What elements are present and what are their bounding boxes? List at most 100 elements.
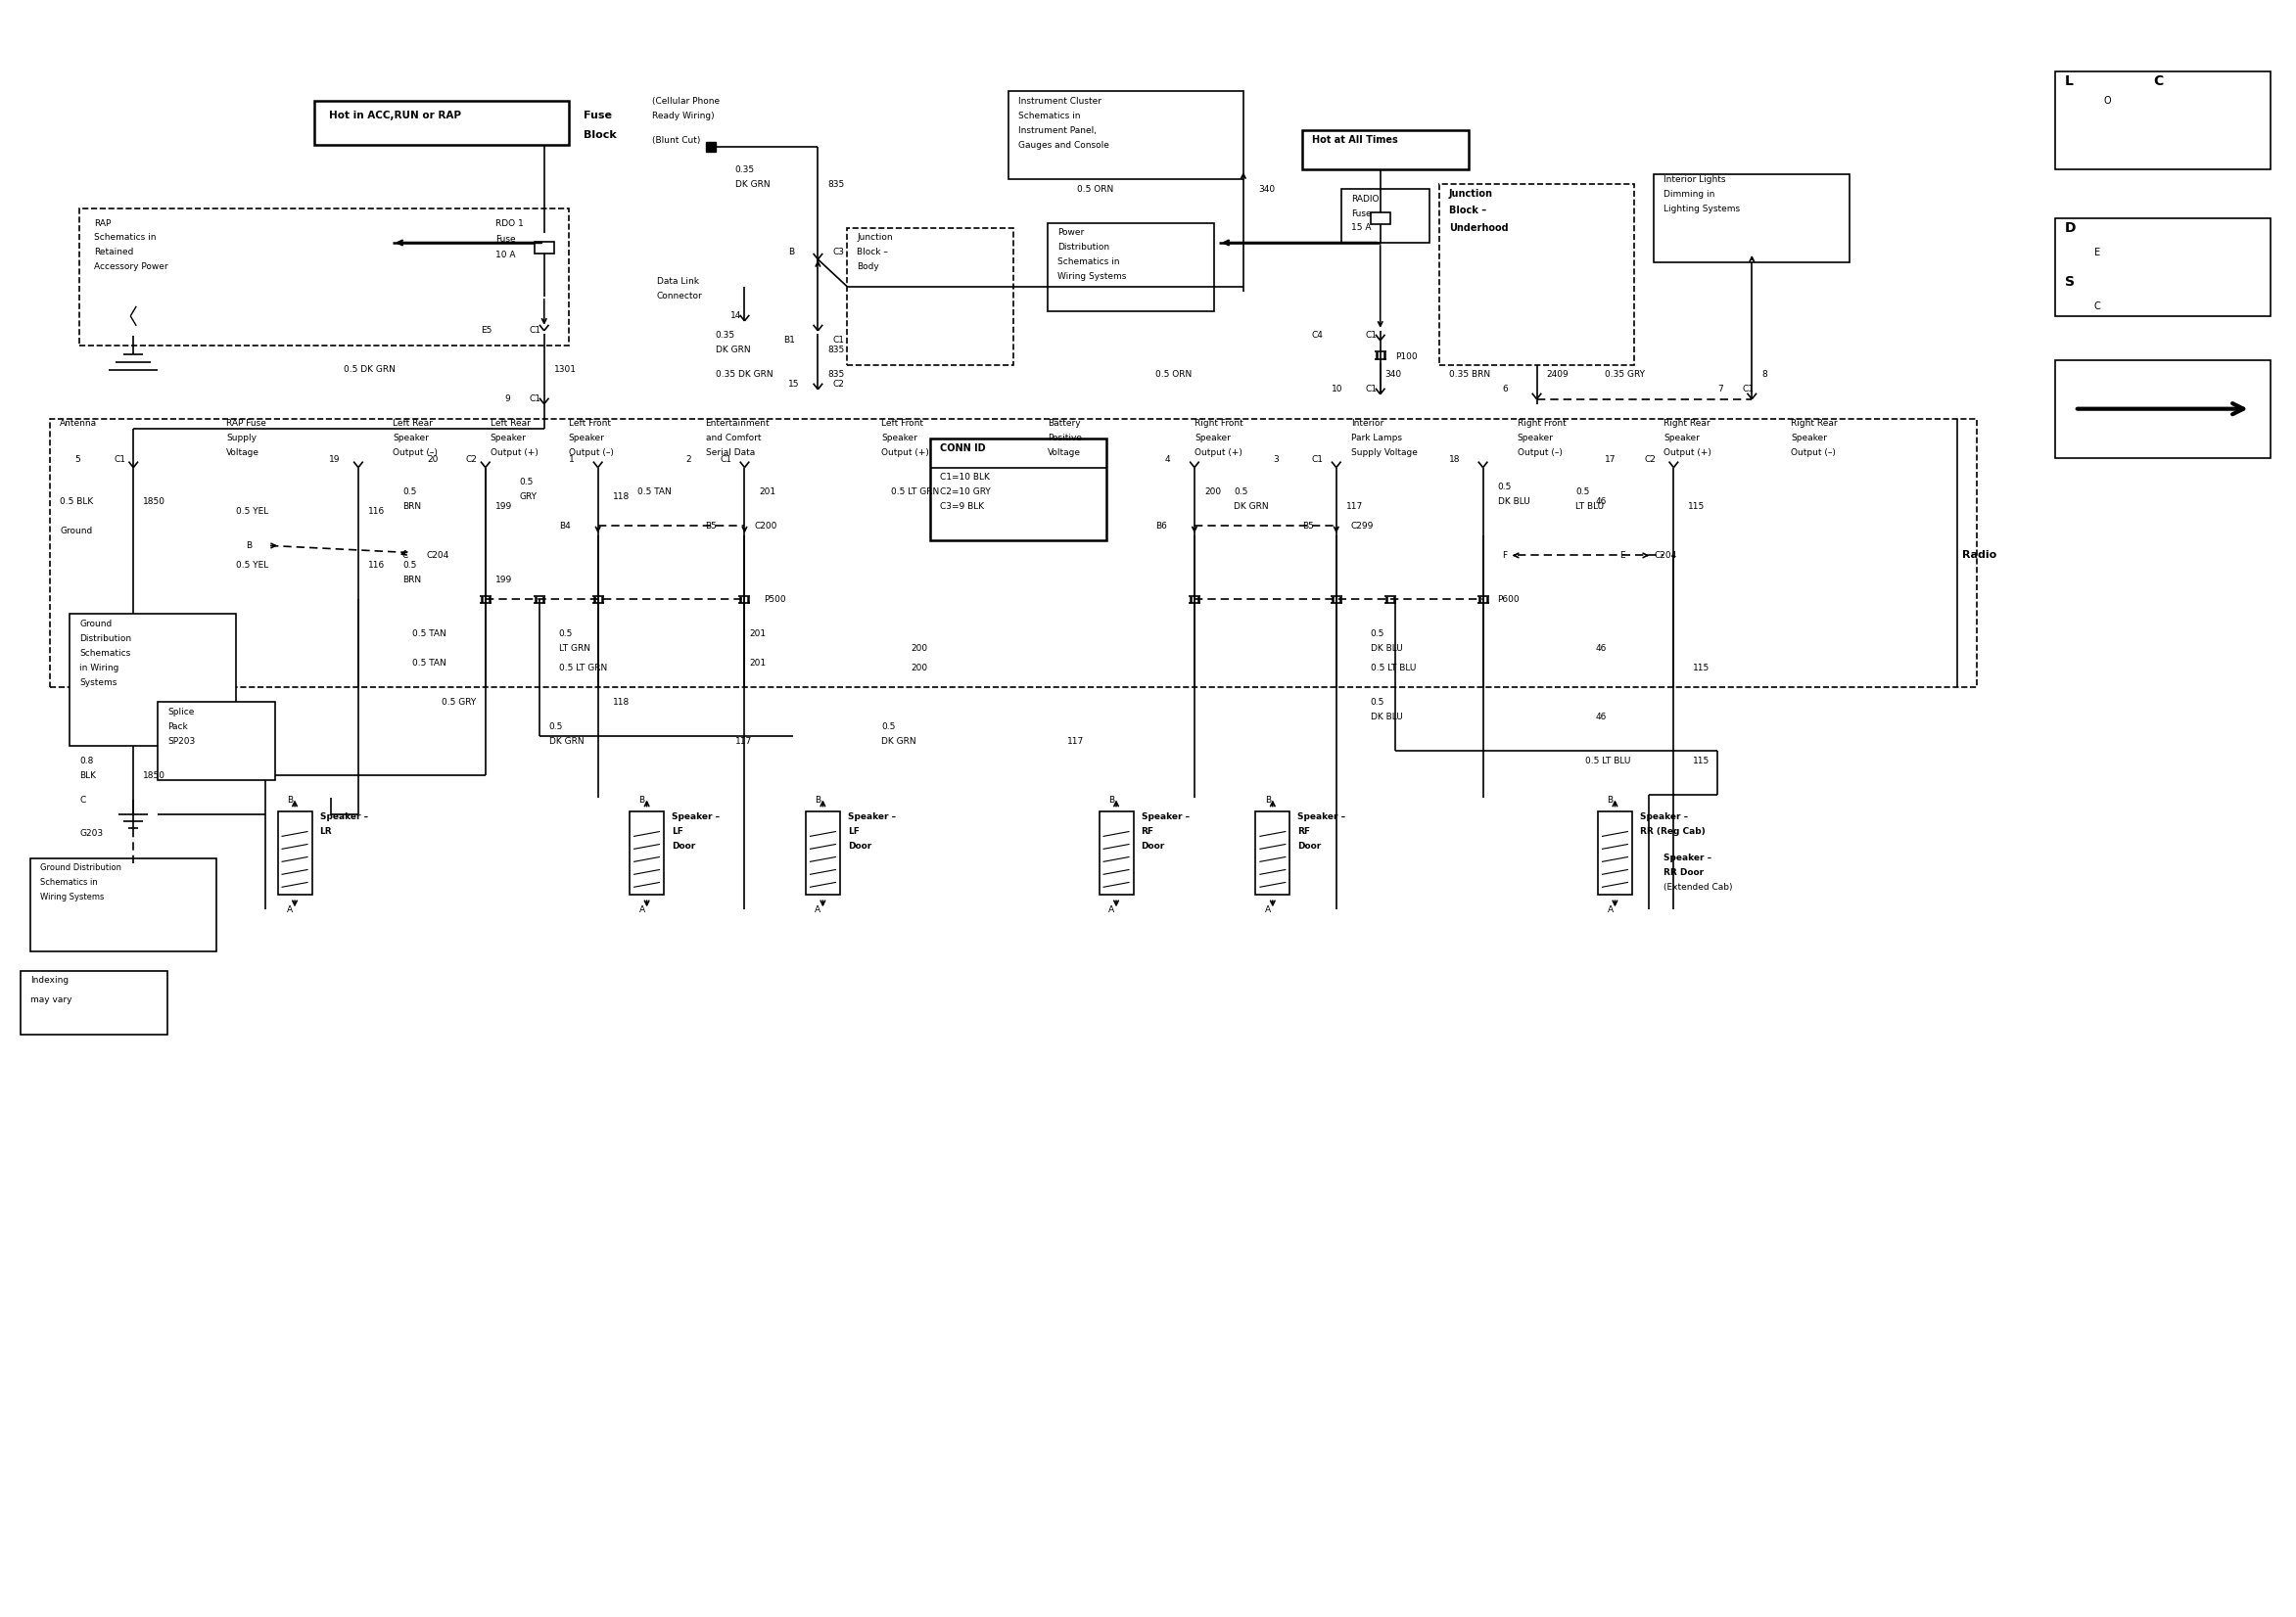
Text: L: L	[2064, 74, 2073, 89]
Text: 17: 17	[1605, 456, 1616, 464]
Text: 200: 200	[1203, 487, 1221, 496]
Text: DK GRN: DK GRN	[716, 346, 751, 354]
Bar	[1341, 189, 1428, 243]
Text: Distribution: Distribution	[1058, 243, 1109, 252]
Text: Lighting Systems: Lighting Systems	[1665, 204, 1740, 213]
Text: A: A	[1607, 906, 1614, 914]
Text: 0.5: 0.5	[558, 629, 574, 639]
Text: 6: 6	[1502, 385, 1508, 393]
Text: Left Front: Left Front	[882, 419, 923, 429]
Text: 0.5 YEL: 0.5 YEL	[236, 561, 269, 569]
Text: RAP Fuse: RAP Fuse	[227, 419, 266, 429]
Text: B: B	[1109, 796, 1114, 805]
Text: DK GRN: DK GRN	[882, 737, 916, 745]
Text: Schematics in: Schematics in	[94, 233, 156, 243]
Text: C: C	[80, 796, 85, 804]
Text: 118: 118	[613, 493, 629, 501]
Text: Voltage: Voltage	[1047, 448, 1081, 458]
Text: Speaker –: Speaker –	[1665, 854, 1713, 863]
Text: Schematics in: Schematics in	[1058, 257, 1120, 267]
Text: Speaker –: Speaker –	[673, 812, 721, 821]
Text: 835: 835	[829, 370, 845, 378]
Text: 14: 14	[730, 312, 742, 320]
Text: Ground Distribution: Ground Distribution	[41, 863, 122, 873]
Text: Supply Voltage: Supply Voltage	[1350, 448, 1417, 458]
Text: 116: 116	[367, 508, 386, 516]
Text: CONN ID: CONN ID	[939, 443, 985, 453]
Text: Hot at All Times: Hot at All Times	[1311, 136, 1398, 146]
Text: Right Rear: Right Rear	[1665, 419, 1711, 429]
Text: Door: Door	[847, 842, 872, 851]
Text: E5: E5	[480, 327, 491, 335]
Text: 200: 200	[912, 644, 928, 653]
Text: Block: Block	[583, 131, 615, 141]
Text: C204: C204	[1653, 551, 1676, 559]
Text: Fuse: Fuse	[496, 236, 514, 244]
Text: 0.5: 0.5	[1233, 487, 1247, 496]
Text: Speaker –: Speaker –	[1141, 812, 1189, 821]
Text: C4: C4	[1311, 331, 1322, 340]
Text: 7: 7	[1717, 385, 1724, 393]
Text: Door: Door	[1141, 842, 1164, 851]
Text: Speaker: Speaker	[393, 433, 429, 443]
Text: may vary: may vary	[30, 996, 71, 1004]
Text: Output (–): Output (–)	[1518, 448, 1561, 458]
Text: B: B	[638, 796, 645, 805]
Text: A: A	[815, 906, 822, 914]
Text: Speaker –: Speaker –	[1639, 812, 1688, 821]
Text: LT BLU: LT BLU	[1575, 503, 1605, 511]
Text: Ground: Ground	[80, 619, 113, 629]
Text: 46: 46	[1596, 644, 1607, 653]
Text: P500: P500	[765, 595, 785, 603]
Text: Pack: Pack	[168, 723, 188, 731]
Text: 2: 2	[687, 456, 691, 464]
Text: 46: 46	[1596, 711, 1607, 721]
Text: 46: 46	[1596, 498, 1607, 506]
Bar	[1256, 812, 1290, 894]
Text: Dimming in: Dimming in	[1665, 189, 1715, 199]
Text: O: O	[2103, 95, 2112, 107]
Text: 0.5 LT BLU: 0.5 LT BLU	[1587, 757, 1630, 765]
Text: 0.5 LT BLU: 0.5 LT BLU	[1371, 663, 1417, 673]
Text: Underhood: Underhood	[1449, 223, 1508, 233]
Text: SP203: SP203	[168, 737, 195, 745]
Text: B: B	[1607, 796, 1614, 805]
Text: 115: 115	[1692, 757, 1711, 765]
Text: 8: 8	[1761, 370, 1768, 378]
Text: 0.35 BRN: 0.35 BRN	[1449, 370, 1490, 378]
Text: B5: B5	[705, 522, 716, 530]
Text: B1: B1	[783, 336, 794, 344]
Text: Output (–): Output (–)	[393, 448, 439, 458]
Text: G203: G203	[80, 830, 103, 838]
Text: Speaker –: Speaker –	[319, 812, 367, 821]
Text: Output (+): Output (+)	[882, 448, 930, 458]
Text: 1850: 1850	[142, 771, 165, 779]
Bar	[806, 812, 840, 894]
Text: E: E	[1621, 551, 1626, 559]
Text: (Blunt Cut): (Blunt Cut)	[652, 136, 700, 144]
Text: Ready Wiring): Ready Wiring)	[652, 112, 714, 120]
Text: RR Door: RR Door	[1665, 868, 1704, 878]
Text: 0.5 DK GRN: 0.5 DK GRN	[344, 365, 395, 374]
Text: Voltage: Voltage	[227, 448, 259, 458]
Text: Battery: Battery	[1047, 419, 1081, 429]
Text: Speaker: Speaker	[491, 433, 526, 443]
Text: C1: C1	[721, 456, 732, 464]
Text: DK GRN: DK GRN	[1233, 503, 1267, 511]
Text: RAP: RAP	[94, 218, 110, 228]
Text: Output (–): Output (–)	[569, 448, 613, 458]
Text: 199: 199	[496, 503, 512, 511]
Text: C2: C2	[466, 456, 478, 464]
Text: Junction: Junction	[856, 233, 893, 243]
Bar	[1100, 812, 1134, 894]
Text: Interior Lights: Interior Lights	[1665, 175, 1727, 184]
Text: 2409: 2409	[1548, 370, 1568, 378]
Text: C200: C200	[755, 522, 778, 530]
Text: 1301: 1301	[553, 365, 576, 374]
Text: 1: 1	[569, 456, 574, 464]
Text: LF: LF	[673, 826, 684, 836]
Text: 0.5 LT GRN: 0.5 LT GRN	[891, 487, 939, 496]
Text: (Extended Cab): (Extended Cab)	[1665, 883, 1733, 893]
Text: Speaker: Speaker	[569, 433, 604, 443]
Text: Speaker: Speaker	[1194, 433, 1231, 443]
